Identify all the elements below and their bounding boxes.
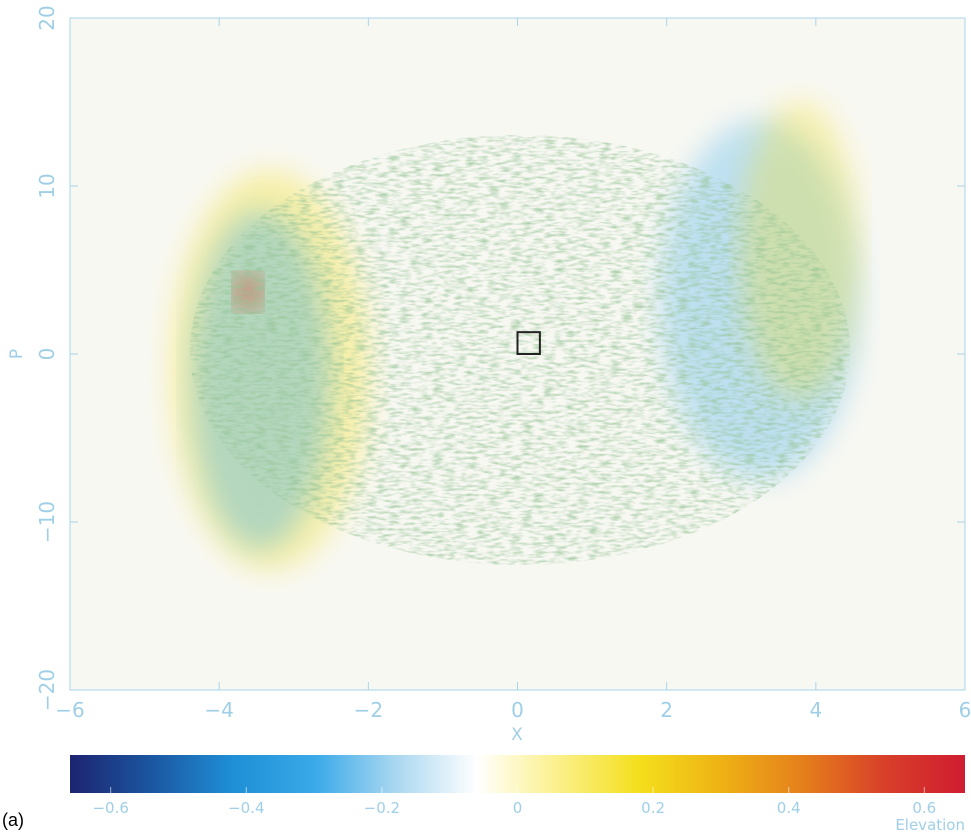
x-tick-label: 0	[511, 698, 524, 722]
colorbar-tick-label: 0.6	[912, 799, 936, 817]
x-tick-label: 6	[959, 698, 971, 722]
colorbar-tick-label: −0.2	[364, 799, 400, 817]
y-tick-label: 0	[35, 348, 59, 361]
y-tick-label: 20	[35, 5, 59, 30]
page: {"chart_data": {"type": "heatmap", "xlab…	[0, 0, 971, 835]
colorbar-tick-label: −0.4	[228, 799, 264, 817]
x-tick-label: 2	[660, 698, 673, 722]
decor	[190, 135, 850, 565]
chart: X P Elevation (a) −6−4−20246−20−1001020−…	[0, 0, 971, 835]
panel-label: (a)	[2, 810, 24, 830]
y-tick-label: −20	[35, 669, 59, 711]
colorbar-tick-label: 0.4	[777, 799, 801, 817]
x-tick-label: 4	[809, 698, 822, 722]
colorbar-tick-label: −0.6	[92, 799, 128, 817]
y-axis-label: P	[7, 349, 27, 359]
colorbar-tick-label: 0	[513, 799, 523, 817]
y-tick-label: 10	[35, 173, 59, 198]
x-tick-label: −2	[354, 698, 383, 722]
y-tick-label: −10	[35, 501, 59, 543]
colorbar-tick-label: 0.2	[641, 799, 665, 817]
pattern	[170, 100, 860, 570]
x-tick-label: −4	[204, 698, 233, 722]
x-axis-label: X	[511, 725, 523, 745]
x-tick-label: −6	[55, 698, 84, 722]
colorbar-label: Elevation	[895, 816, 965, 834]
